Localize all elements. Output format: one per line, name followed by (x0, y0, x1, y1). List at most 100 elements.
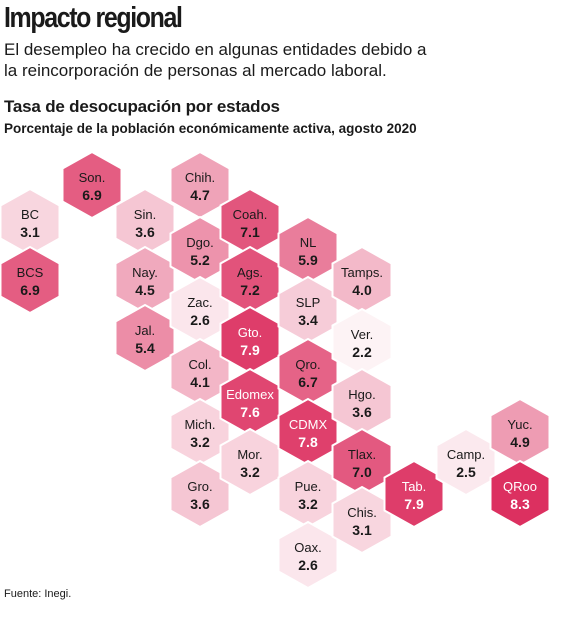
state-hex-shape (277, 459, 339, 529)
state-hex-sin: Sin. 3.6 (114, 187, 176, 257)
state-value: 7.2 (240, 282, 260, 298)
state-hex-qroo: QRoo 8.3 (489, 459, 551, 529)
state-hex-cdmx: CDMX 7.8 (277, 397, 339, 467)
state-value: 7.9 (404, 496, 424, 512)
state-label: NL (300, 235, 317, 250)
source-note: Fuente: Inegi. (4, 588, 72, 600)
state-label: Edomex (226, 387, 274, 402)
state-hex-nay: Nay. 4.5 (114, 245, 176, 315)
state-hex-shape (331, 245, 393, 315)
state-label: Camp. (447, 447, 485, 462)
state-hex-shape (489, 459, 551, 529)
state-value: 4.5 (135, 282, 155, 298)
state-hex-shape (331, 485, 393, 555)
state-value: 4.1 (190, 374, 210, 390)
state-hex-shape (114, 303, 176, 373)
state-hex-tamps: Tamps. 4.0 (331, 245, 393, 315)
state-value: 2.5 (456, 464, 476, 480)
state-value: 3.2 (298, 496, 318, 512)
state-value: 7.1 (240, 224, 260, 240)
state-value: 7.0 (352, 464, 372, 480)
state-label: BCS (17, 265, 44, 280)
state-value: 5.2 (190, 252, 210, 268)
state-value: 3.6 (190, 496, 210, 512)
state-value: 3.6 (352, 404, 372, 420)
state-hex-chih: Chih. 4.7 (169, 150, 231, 220)
state-hex-oax: Oax. 2.6 (277, 520, 339, 590)
state-hex-camp: Camp. 2.5 (435, 427, 497, 497)
state-label: Tab. (402, 479, 427, 494)
state-value: 4.0 (352, 282, 372, 298)
state-value: 3.4 (298, 312, 318, 328)
state-label: BC (21, 207, 39, 222)
state-hex-shape (277, 215, 339, 285)
state-hex-qro: Qro. 6.7 (277, 337, 339, 407)
state-label: Jal. (135, 323, 155, 338)
state-hex-shape (277, 337, 339, 407)
state-value: 2.2 (352, 344, 372, 360)
state-label: Coah. (233, 207, 268, 222)
state-value: 7.6 (240, 404, 260, 420)
state-hex-shape (0, 245, 61, 315)
state-hex-son: Son. 6.9 (61, 150, 123, 220)
state-label: Col. (188, 357, 211, 372)
lede: El desempleo ha crecido en algunas entid… (4, 40, 427, 80)
state-value: 4.9 (510, 434, 530, 450)
state-label: Dgo. (186, 235, 213, 250)
state-hex-shape (277, 397, 339, 467)
state-hex-shape (114, 187, 176, 257)
state-label: Gro. (187, 479, 212, 494)
state-hex-shape (331, 307, 393, 377)
state-hex-shape (277, 275, 339, 345)
state-hex-col: Col. 4.1 (169, 337, 231, 407)
state-hex-jal: Jal. 5.4 (114, 303, 176, 373)
state-value: 3.6 (135, 224, 155, 240)
state-label: Hgo. (348, 387, 375, 402)
chart-subtitle: Porcentaje de la población económicament… (4, 121, 417, 136)
state-label: Chis. (347, 505, 377, 520)
state-hex-chis: Chis. 3.1 (331, 485, 393, 555)
state-label: Tamps. (341, 265, 383, 280)
state-value: 5.4 (135, 340, 155, 356)
state-value: 3.1 (352, 522, 372, 538)
state-hex-nl: NL 5.9 (277, 215, 339, 285)
state-hex-mor: Mor. 3.2 (219, 427, 281, 497)
state-hex-bcs: BCS 6.9 (0, 245, 61, 315)
state-value: 4.7 (190, 187, 210, 203)
state-value: 6.7 (298, 374, 318, 390)
state-label: QRoo (503, 479, 537, 494)
state-label: Son. (79, 170, 106, 185)
state-hex-shape (61, 150, 123, 220)
state-label: Zac. (187, 295, 212, 310)
chart-title: Tasa de desocupación por estados (4, 97, 280, 116)
state-hex-shape (331, 367, 393, 437)
state-hex-tab: Tab. 7.9 (383, 459, 445, 529)
state-label: Oax. (294, 540, 321, 555)
state-hex-shape (114, 245, 176, 315)
state-label: Chih. (185, 170, 215, 185)
state-value: 2.6 (190, 312, 210, 328)
state-value: 7.9 (240, 342, 260, 358)
headline: Impacto regional (4, 2, 183, 34)
state-hex-ags: Ags. 7.2 (219, 245, 281, 315)
state-label: Tlax. (348, 447, 376, 462)
state-label: Sin. (134, 207, 156, 222)
state-label: Mich. (184, 417, 215, 432)
state-value: 3.2 (190, 434, 210, 450)
state-value: 3.1 (20, 224, 40, 240)
state-label: Nay. (132, 265, 158, 280)
state-hex-slp: SLP 3.4 (277, 275, 339, 345)
state-hex-shape (489, 397, 551, 467)
state-label: Ags. (237, 265, 263, 280)
state-value: 8.3 (510, 496, 530, 512)
state-hex-yuc: Yuc. 4.9 (489, 397, 551, 467)
state-value: 5.9 (298, 252, 318, 268)
state-label: Ver. (351, 327, 373, 342)
state-hex-shape (435, 427, 497, 497)
state-hex-shape (331, 427, 393, 497)
state-label: CDMX (289, 417, 328, 432)
state-label: Mor. (237, 447, 262, 462)
state-hex-bc: BC 3.1 (0, 187, 61, 257)
state-value: 6.9 (82, 187, 102, 203)
